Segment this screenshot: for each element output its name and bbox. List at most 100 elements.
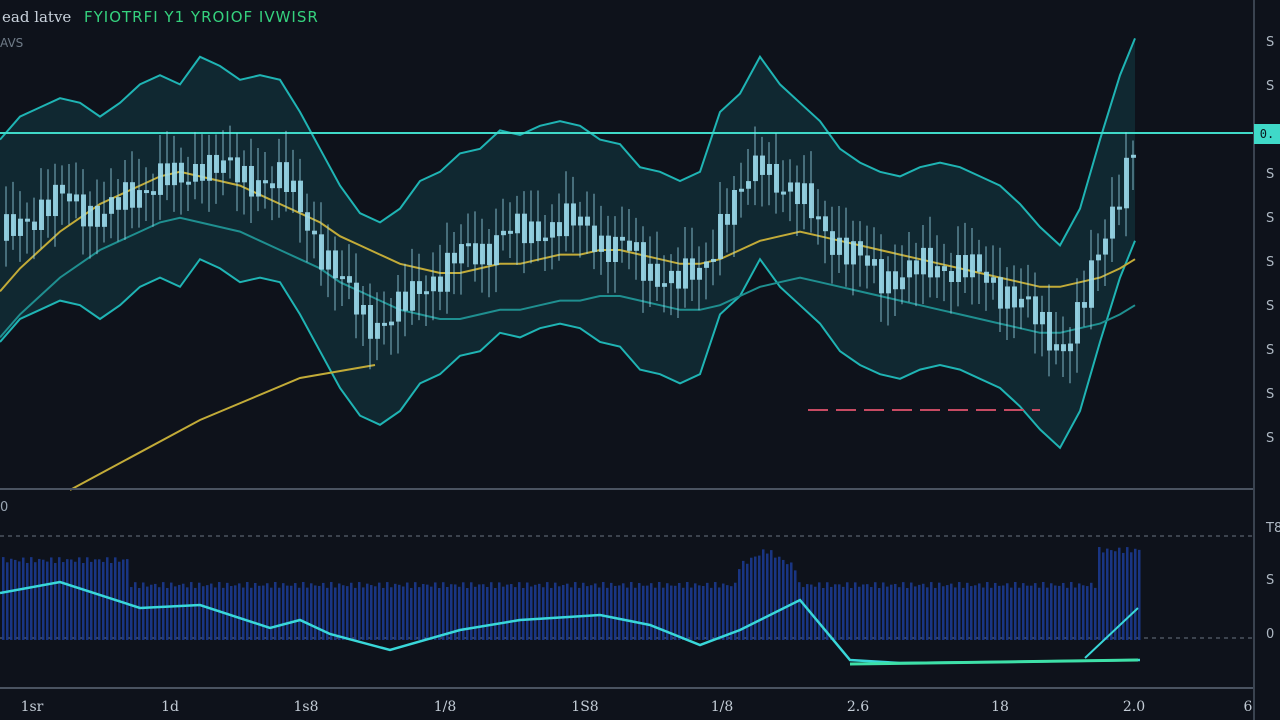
histogram-bar: [70, 559, 73, 640]
candle-body: [550, 222, 555, 238]
candle-body: [564, 203, 569, 237]
histogram-bar: [186, 587, 189, 640]
candle-body: [1103, 238, 1108, 255]
histogram-bar: [518, 582, 521, 640]
candle-body: [1110, 206, 1115, 239]
histogram-bar: [58, 557, 61, 640]
candle-body: [977, 254, 982, 272]
candle-body: [718, 213, 723, 259]
chart-small-tag: AVS: [0, 36, 24, 50]
histogram-bar: [250, 587, 253, 640]
price-axis-label: S: [1266, 35, 1274, 50]
histogram-bar: [10, 558, 13, 640]
time-axis-label: 1sr: [21, 699, 44, 715]
candle-body: [137, 190, 142, 208]
histogram-bar: [470, 582, 473, 640]
histogram-bar: [198, 582, 201, 640]
histogram-bar: [926, 587, 929, 640]
candle-body: [949, 271, 954, 282]
histogram-bar: [190, 582, 193, 640]
histogram-bar: [1010, 587, 1013, 640]
candle-body: [802, 183, 807, 205]
histogram-bar: [746, 563, 749, 640]
histogram-bar: [654, 587, 657, 640]
candle-body: [389, 321, 394, 326]
histogram-bar: [522, 587, 525, 640]
candle-body: [669, 270, 674, 284]
histogram-bar: [862, 584, 865, 640]
price-axis-label: S: [1266, 79, 1274, 94]
histogram-bar: [202, 586, 205, 640]
candle-body: [1117, 206, 1122, 210]
histogram-bar: [278, 587, 281, 640]
histogram-bar: [574, 582, 577, 640]
histogram-bar: [1054, 585, 1057, 640]
histogram-bar: [50, 557, 53, 640]
histogram-bar: [306, 587, 309, 640]
histogram-bar: [130, 587, 133, 640]
last-price-badge[interactable]: 0.: [1254, 124, 1280, 144]
candle-body: [683, 258, 688, 289]
histogram-bar: [46, 561, 49, 640]
candle-body: [1082, 302, 1087, 308]
moving-average-slow-line: [0, 216, 1136, 339]
histogram-bar: [150, 584, 153, 640]
candle-body: [543, 237, 548, 242]
candle-body: [144, 190, 149, 194]
histogram-bar: [346, 586, 349, 640]
histogram-bar: [230, 586, 233, 640]
histogram-bar: [374, 586, 377, 640]
histogram-bar: [734, 582, 737, 640]
candle-body: [1012, 286, 1017, 308]
chart-title-left: ead latve: [2, 8, 72, 26]
candle-body: [102, 213, 107, 227]
histogram-bar: [494, 587, 497, 640]
price-axis-label: S: [1266, 343, 1274, 358]
indicator-axis-label: S: [1266, 573, 1274, 588]
histogram-bar: [174, 586, 177, 640]
histogram-bar: [610, 582, 613, 640]
candle-body: [123, 182, 128, 210]
candle-body: [326, 250, 331, 270]
histogram-bar: [538, 583, 541, 640]
histogram-bar: [978, 583, 981, 640]
histogram-bar: [622, 583, 625, 640]
candle-body: [536, 221, 541, 242]
histogram-bar: [22, 557, 25, 640]
histogram-bar: [642, 585, 645, 640]
histogram-bar: [274, 582, 277, 640]
histogram-bar: [790, 562, 793, 640]
histogram-bar: [938, 582, 941, 640]
histogram-bar: [62, 562, 65, 640]
price-axis-label: S: [1266, 167, 1274, 182]
histogram-bar: [826, 582, 829, 640]
histogram-bar: [526, 582, 529, 640]
histogram-bar: [766, 553, 769, 640]
histogram-bar: [778, 556, 781, 640]
time-axis-label: 6: [1244, 699, 1253, 715]
candle-body: [865, 255, 870, 266]
histogram-bar: [166, 587, 169, 640]
candle-body: [676, 270, 681, 289]
candle-body: [963, 255, 968, 278]
histogram-bar: [630, 582, 633, 640]
histogram-bar: [442, 582, 445, 640]
histogram-bar: [338, 583, 341, 640]
histogram-bar: [650, 583, 653, 640]
histogram-bar: [774, 557, 777, 640]
candle-body: [1096, 254, 1101, 261]
candle-body: [886, 271, 891, 294]
histogram-bar: [110, 562, 113, 640]
histogram-bar: [234, 585, 237, 640]
candle-body: [655, 263, 660, 287]
candle-body: [361, 304, 366, 315]
candle-body: [39, 199, 44, 230]
histogram-bar: [474, 586, 477, 640]
candle-body: [697, 267, 702, 280]
histogram-bar: [738, 569, 741, 640]
histogram-bar: [914, 586, 917, 640]
candle-body: [235, 157, 240, 183]
histogram-bar: [658, 582, 661, 640]
histogram-bar: [462, 582, 465, 640]
histogram-bar: [902, 582, 905, 640]
